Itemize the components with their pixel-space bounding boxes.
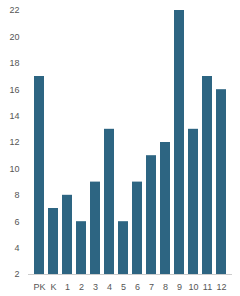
svg-text:12: 12: [216, 282, 226, 292]
svg-text:4: 4: [14, 243, 19, 253]
svg-text:2: 2: [79, 282, 84, 292]
svg-text:16: 16: [9, 85, 19, 95]
svg-text:11: 11: [203, 282, 212, 292]
svg-text:10: 10: [9, 164, 19, 174]
svg-text:3: 3: [93, 282, 98, 292]
svg-text:4: 4: [107, 282, 112, 292]
svg-text:6: 6: [14, 217, 19, 227]
svg-text:14: 14: [9, 111, 19, 121]
svg-text:6: 6: [135, 282, 140, 292]
svg-text:10: 10: [188, 282, 198, 292]
svg-text:2: 2: [14, 269, 19, 279]
svg-text:12: 12: [9, 137, 19, 147]
svg-text:22: 22: [9, 5, 19, 15]
svg-text:20: 20: [9, 32, 19, 42]
svg-text:K: K: [50, 282, 56, 292]
svg-text:1: 1: [65, 282, 70, 292]
svg-text:9: 9: [177, 282, 182, 292]
svg-text:18: 18: [9, 58, 19, 68]
svg-text:5: 5: [121, 282, 126, 292]
svg-text:8: 8: [14, 190, 19, 200]
svg-text:PK: PK: [33, 282, 45, 292]
svg-text:7: 7: [149, 282, 154, 292]
svg-text:8: 8: [163, 282, 168, 292]
